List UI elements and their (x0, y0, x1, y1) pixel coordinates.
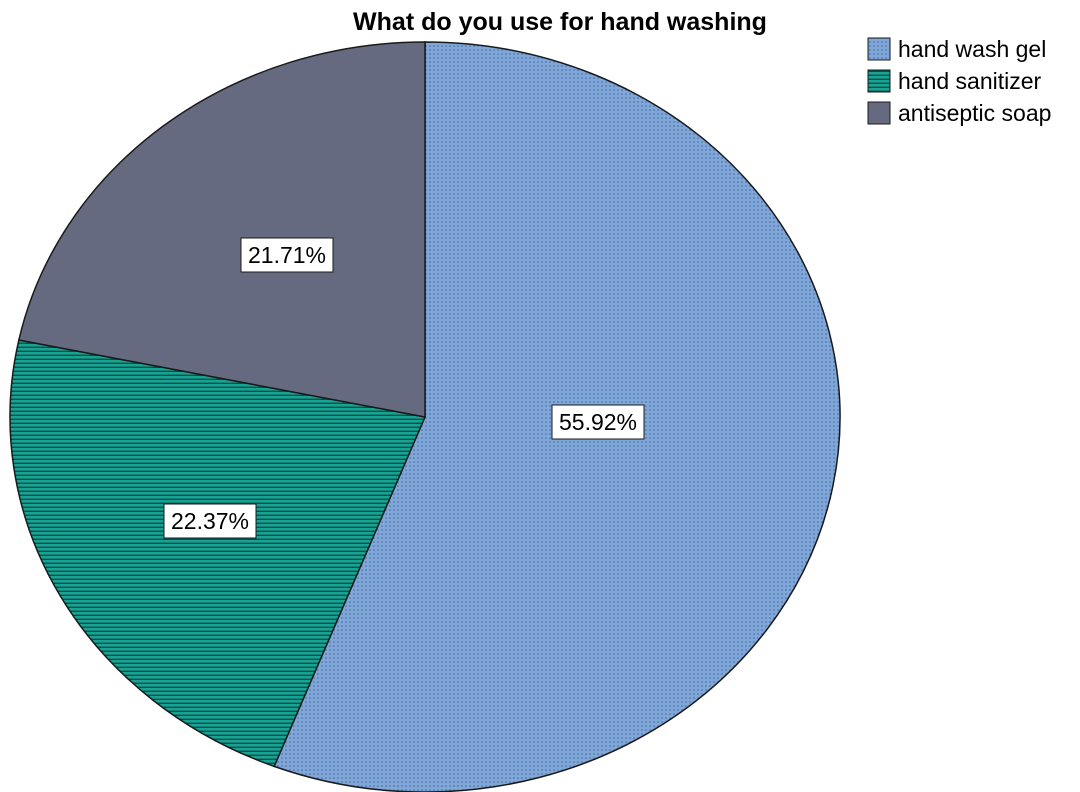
pie-slice-antiseptic-soap (17, 41, 426, 418)
data-label-text: 21.71% (248, 242, 326, 268)
data-label-box (551, 404, 645, 440)
data-label-text: 22.37% (171, 508, 249, 534)
legend-swatch (867, 37, 891, 61)
legend: hand wash gel hand sanitizer antiseptic so… (867, 36, 1051, 126)
data-label-hand-wash-gel: 55.92% (551, 404, 645, 440)
legend-item-hand-wash-gel: hand wash gel (867, 36, 1046, 62)
chart-title: What do you use for hand washing (353, 8, 767, 36)
legend-label: antiseptic soap (898, 100, 1051, 126)
data-labels: 55.92% 22.37% 21.71% (163, 237, 645, 539)
legend-item-antiseptic-soap: antiseptic soap (867, 100, 1051, 126)
legend-label: hand wash gel (898, 36, 1046, 62)
data-label-antiseptic-soap: 21.71% (240, 237, 334, 273)
data-label-text: 55.92% (559, 409, 637, 435)
legend-swatch (867, 69, 891, 93)
data-label-box (163, 503, 257, 539)
pie-slice-hand-sanitizer (9, 339, 427, 768)
pie-slices (9, 41, 841, 792)
data-label-hand-sanitizer: 22.37% (163, 503, 257, 539)
legend-label: hand sanitizer (898, 68, 1042, 94)
legend-item-hand-sanitizer: hand sanitizer (867, 68, 1042, 94)
legend-swatch (867, 101, 891, 125)
data-label-box (240, 237, 334, 273)
